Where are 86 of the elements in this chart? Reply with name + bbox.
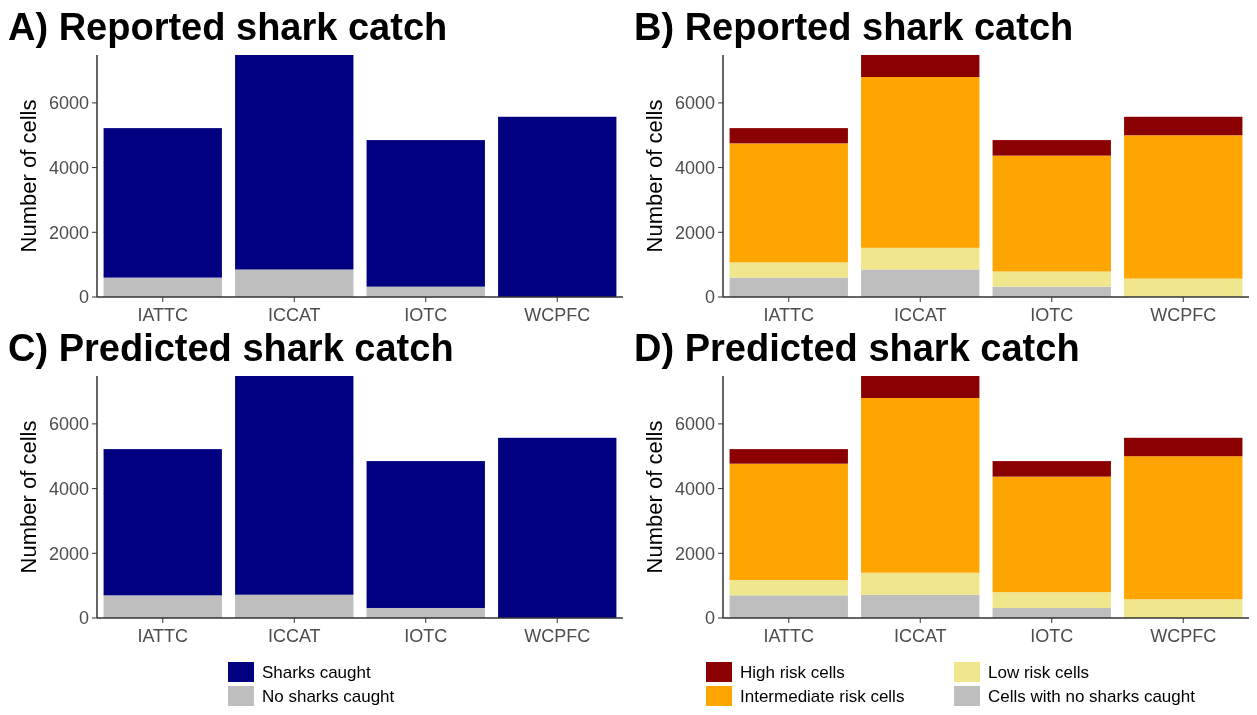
legend-label: Intermediate risk cells (740, 687, 905, 706)
bar (861, 77, 980, 248)
x-tick-label: ICCAT (267, 305, 321, 325)
bar (729, 143, 848, 263)
bar (992, 140, 1111, 156)
bar (729, 128, 848, 144)
x-tick-label: ICCAT (893, 305, 947, 325)
y-tick-label: 0 (704, 608, 715, 629)
bar (861, 247, 980, 270)
x-tick-label: IOTC (404, 626, 448, 646)
x-tick-label: WCPFC (524, 305, 591, 325)
x-tick-label: IOTC (1030, 305, 1074, 325)
bar (729, 277, 848, 297)
bar (861, 594, 980, 618)
chart-title: C) Predicted shark catch (8, 327, 454, 369)
y-axis-title: Number of cells (16, 420, 41, 574)
y-tick-label: 6000 (674, 414, 715, 435)
bar (235, 269, 354, 297)
bar (861, 398, 980, 573)
y-tick-label: 0 (78, 608, 89, 629)
y-tick-label: 0 (78, 287, 89, 308)
bar (235, 376, 354, 595)
bar (1124, 437, 1243, 457)
bar (729, 595, 848, 618)
x-tick-label: WCPFC (524, 626, 591, 646)
bar (861, 55, 980, 77)
bar (103, 595, 222, 618)
bar (1124, 135, 1243, 279)
chart-title: B) Reported shark catch (634, 6, 1074, 48)
bar (861, 269, 980, 297)
y-tick-label: 6000 (48, 414, 89, 435)
x-tick-label: WCPFC (1150, 626, 1217, 646)
y-tick-label: 2000 (48, 222, 89, 243)
y-tick-label: 0 (704, 287, 715, 308)
bar (498, 437, 617, 618)
bar (103, 277, 222, 297)
x-tick-label: IATTC (137, 626, 189, 646)
bar (1124, 599, 1243, 618)
legend-label: Sharks caught (262, 663, 371, 682)
bar (861, 376, 980, 398)
x-tick-label: IATTC (137, 305, 189, 325)
bar (729, 262, 848, 278)
y-tick-label: 4000 (48, 157, 89, 178)
y-tick-label: 4000 (48, 478, 89, 499)
bar (992, 476, 1111, 593)
y-tick-label: 6000 (674, 93, 715, 114)
bar (366, 461, 485, 608)
bar (235, 55, 354, 270)
bar (729, 463, 848, 581)
bar (1124, 456, 1243, 600)
bar (498, 116, 617, 297)
bar (729, 580, 848, 596)
bar (992, 592, 1111, 608)
chart-title: D) Predicted shark catch (634, 327, 1080, 369)
legend-label: Low risk cells (988, 663, 1090, 682)
bar (729, 449, 848, 464)
chart-title: A) Reported shark catch (8, 6, 448, 48)
bar (1124, 116, 1243, 136)
x-tick-label: ICCAT (267, 626, 321, 646)
legend-label: High risk cells (740, 663, 845, 682)
y-tick-label: 2000 (674, 222, 715, 243)
y-axis-title: Number of cells (642, 420, 667, 574)
y-tick-label: 2000 (674, 543, 715, 564)
y-axis-title: Number of cells (16, 99, 41, 253)
x-tick-label: ICCAT (893, 626, 947, 646)
bar (992, 461, 1111, 477)
y-tick-label: 4000 (674, 157, 715, 178)
x-tick-label: WCPFC (1150, 305, 1217, 325)
bar (861, 572, 980, 595)
x-tick-label: IATTC (763, 305, 815, 325)
bar (992, 155, 1111, 272)
y-tick-label: 2000 (48, 543, 89, 564)
y-tick-label: 4000 (674, 478, 715, 499)
bar (366, 140, 485, 287)
bar (103, 449, 222, 596)
y-tick-label: 6000 (48, 93, 89, 114)
bar (235, 594, 354, 618)
x-tick-label: IOTC (404, 305, 448, 325)
legend-label: Cells with no sharks caught (988, 687, 1196, 706)
bar (103, 128, 222, 278)
legend-label: No sharks caught (262, 687, 395, 706)
x-tick-label: IATTC (763, 626, 815, 646)
bar (992, 271, 1111, 287)
y-axis-title: Number of cells (642, 99, 667, 253)
x-tick-label: IOTC (1030, 626, 1074, 646)
bar (1124, 278, 1243, 297)
